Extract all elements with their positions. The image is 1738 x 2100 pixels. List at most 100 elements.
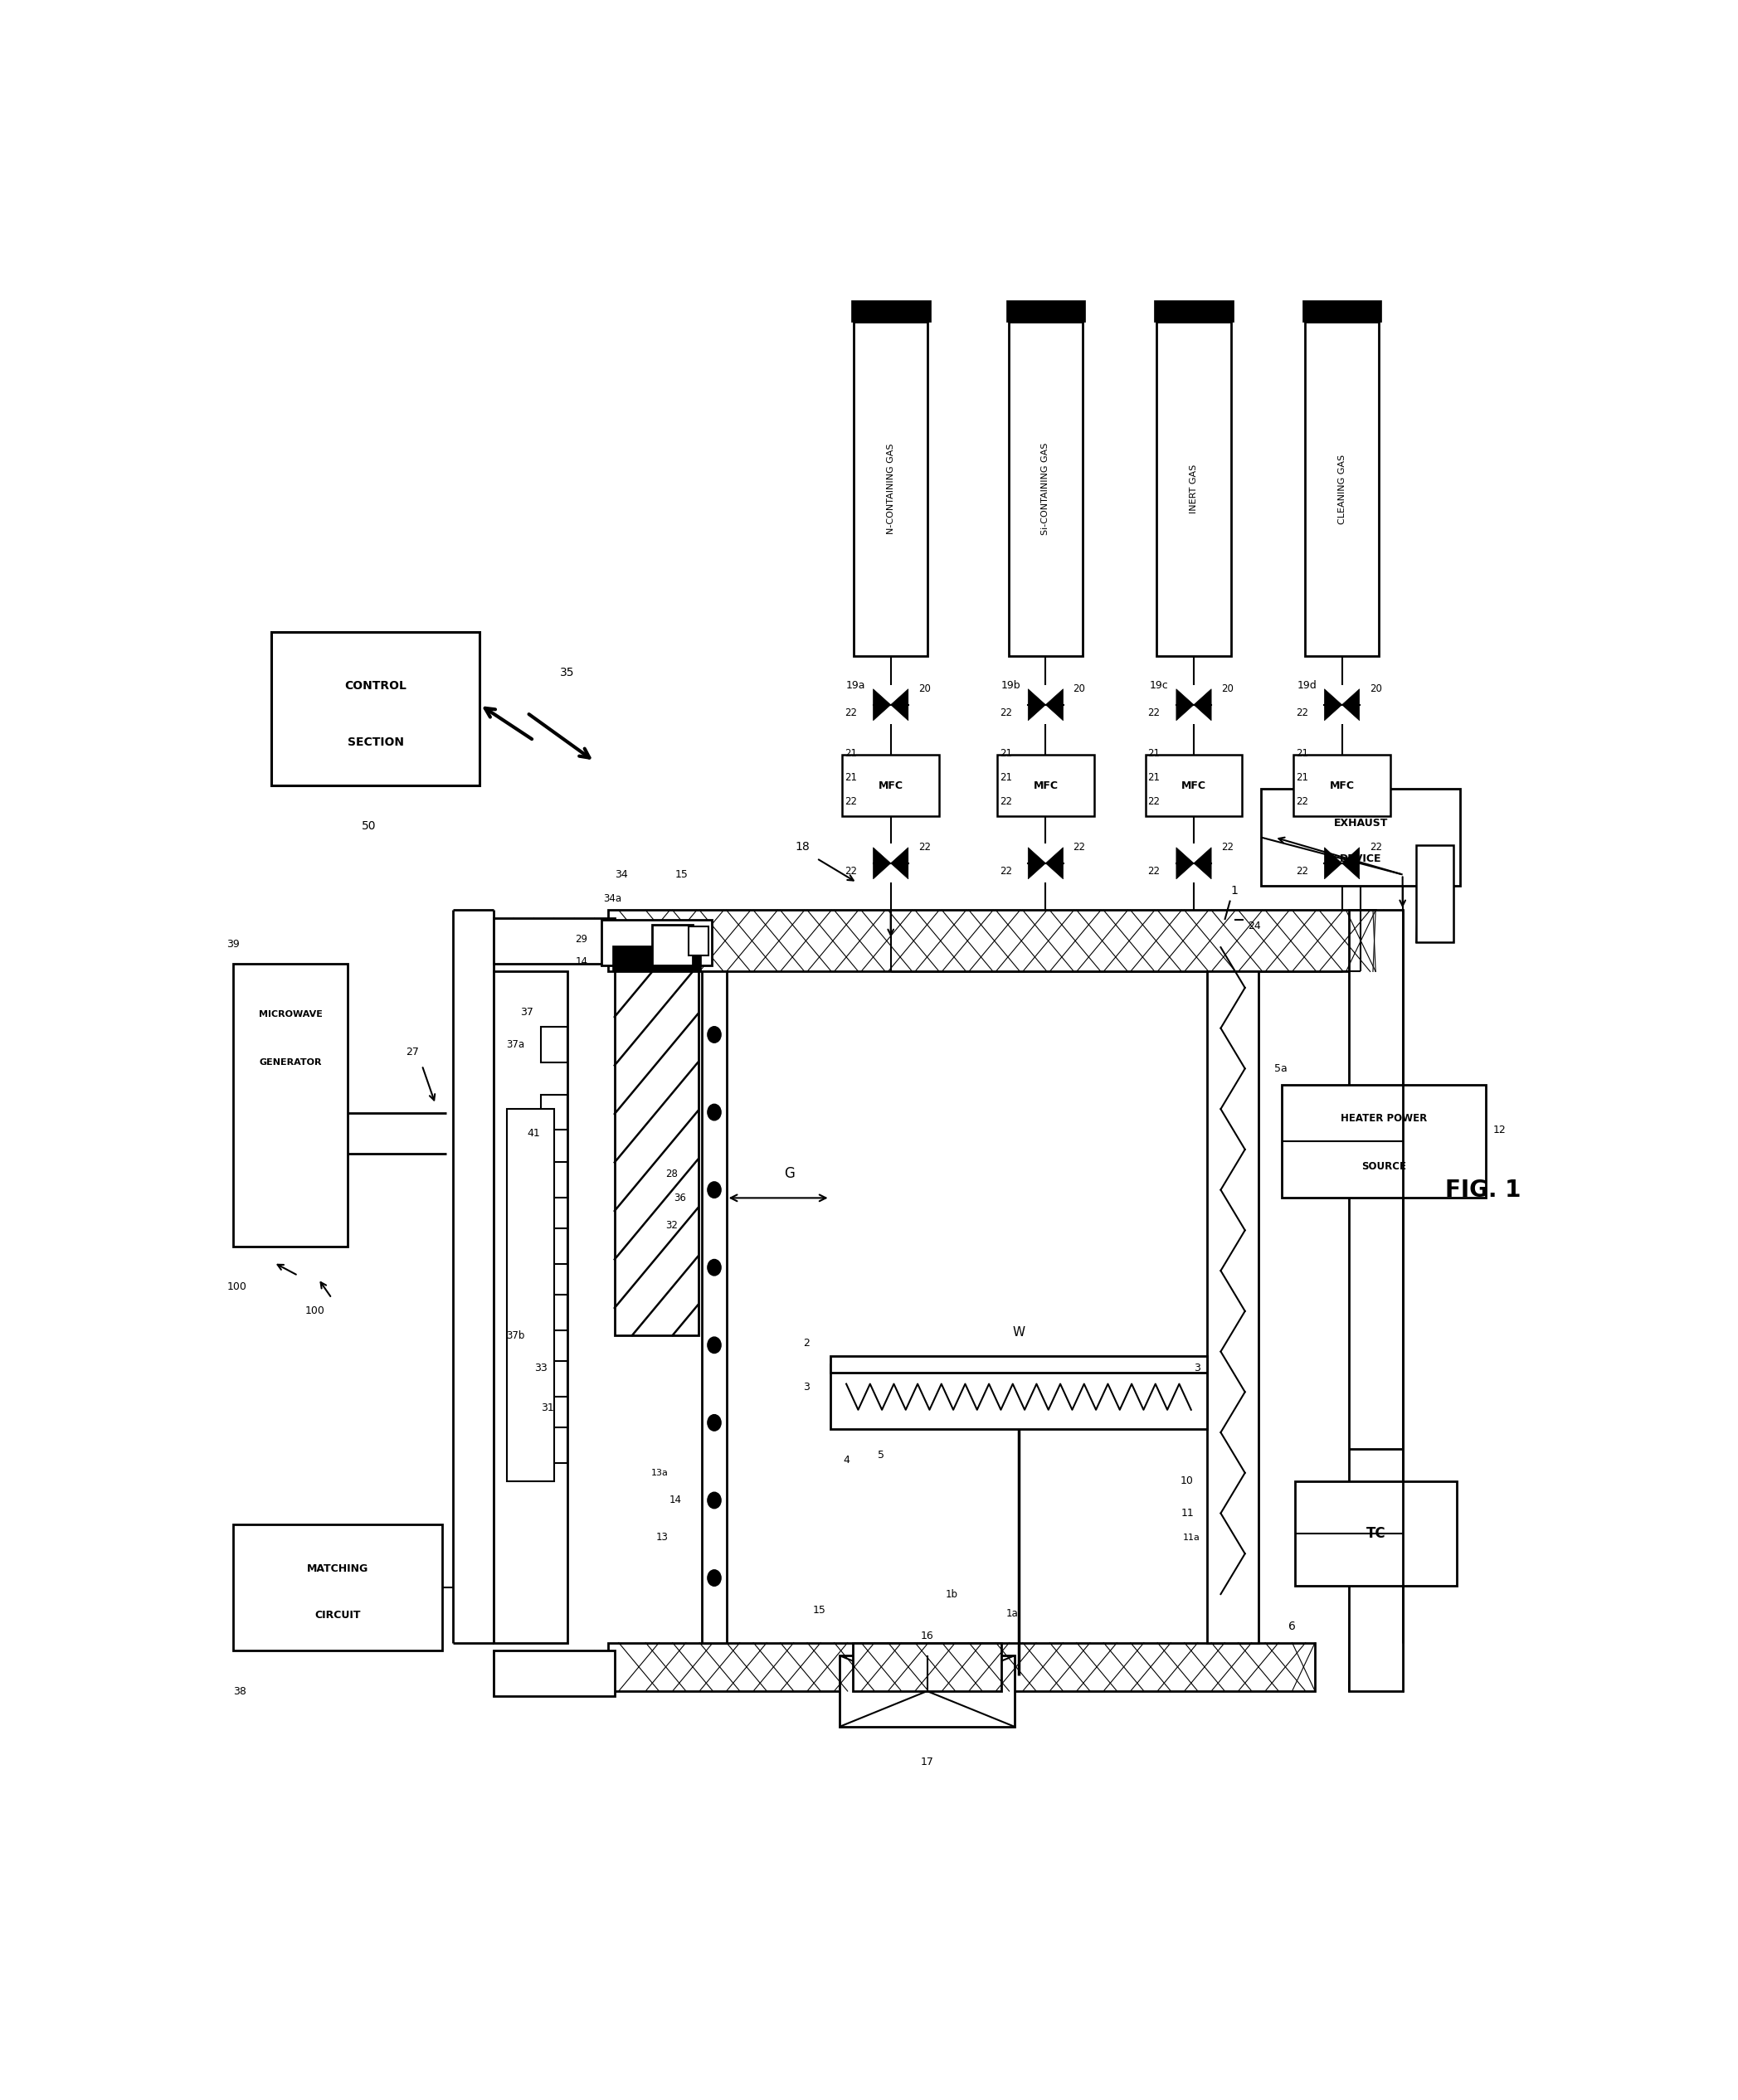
Bar: [831, 1357, 1208, 1373]
Text: 13a: 13a: [652, 1468, 669, 1476]
Bar: [1145, 754, 1243, 817]
Text: 22: 22: [1297, 865, 1309, 876]
Text: TC: TC: [1366, 1527, 1385, 1541]
Text: 21: 21: [1297, 773, 1309, 783]
Text: 41: 41: [527, 1128, 541, 1138]
Text: 17: 17: [921, 1758, 933, 1768]
Bar: [494, 918, 615, 964]
Text: 37: 37: [521, 1006, 534, 1016]
Polygon shape: [892, 689, 909, 720]
Bar: [998, 754, 1095, 817]
Polygon shape: [892, 848, 909, 880]
Bar: [1305, 321, 1378, 655]
Text: 22: 22: [845, 865, 857, 876]
Polygon shape: [1194, 689, 1211, 720]
Bar: [1416, 846, 1453, 943]
Bar: [608, 909, 1375, 972]
Text: Si-CONTAINING GAS: Si-CONTAINING GAS: [1041, 443, 1050, 536]
Bar: [601, 920, 711, 966]
Text: SECTION: SECTION: [348, 737, 403, 748]
Text: CONTROL: CONTROL: [344, 680, 407, 691]
Text: MFC: MFC: [1032, 781, 1058, 792]
Text: 19c: 19c: [1149, 680, 1168, 691]
Circle shape: [707, 1571, 721, 1586]
Bar: [1416, 846, 1453, 943]
Bar: [652, 924, 693, 966]
Text: 5: 5: [878, 1449, 885, 1460]
Bar: [507, 1432, 554, 1480]
Bar: [541, 1027, 567, 1063]
Text: 22: 22: [1147, 865, 1161, 876]
Bar: [839, 1655, 1015, 1726]
Bar: [1349, 909, 1403, 1691]
Text: 20: 20: [1370, 682, 1382, 693]
Text: CLEANING GAS: CLEANING GAS: [1338, 454, 1347, 523]
Polygon shape: [1194, 848, 1211, 880]
Bar: [1302, 300, 1382, 321]
Text: 31: 31: [541, 1403, 554, 1413]
Text: 22: 22: [845, 708, 857, 718]
Text: 12: 12: [1493, 1126, 1505, 1136]
Text: 20: 20: [1222, 682, 1234, 693]
Text: 19d: 19d: [1298, 680, 1317, 691]
Text: 4: 4: [843, 1455, 850, 1466]
Bar: [1158, 321, 1231, 655]
Text: FIG. 1: FIG. 1: [1446, 1178, 1521, 1201]
Text: 24: 24: [1248, 922, 1260, 932]
Text: 22: 22: [999, 865, 1012, 876]
Text: 50: 50: [362, 821, 377, 832]
Bar: [853, 321, 928, 655]
Text: 22: 22: [918, 842, 930, 853]
Circle shape: [707, 1338, 721, 1352]
Text: MFC: MFC: [1182, 781, 1206, 792]
Text: 21: 21: [845, 748, 857, 758]
Polygon shape: [1046, 848, 1064, 880]
Text: 22: 22: [1147, 708, 1161, 718]
Bar: [494, 1651, 615, 1697]
Text: 15: 15: [674, 869, 688, 880]
Bar: [541, 1228, 567, 1264]
Text: 22: 22: [1370, 842, 1382, 853]
Text: MATCHING: MATCHING: [308, 1562, 368, 1575]
Text: 16: 16: [921, 1632, 933, 1642]
Bar: [494, 918, 615, 964]
Bar: [1349, 909, 1403, 1691]
Text: 21: 21: [1147, 773, 1161, 783]
Text: 22: 22: [1297, 796, 1309, 806]
Text: 22: 22: [845, 796, 857, 806]
Bar: [601, 920, 711, 966]
Polygon shape: [1177, 848, 1194, 880]
Bar: [494, 972, 567, 1642]
Bar: [608, 1642, 1316, 1691]
Text: 34: 34: [615, 869, 627, 880]
Bar: [1262, 790, 1460, 886]
Text: 39: 39: [226, 939, 240, 949]
Text: HEATER POWER: HEATER POWER: [1340, 1113, 1427, 1124]
Bar: [541, 1296, 567, 1331]
Bar: [541, 1361, 567, 1397]
Bar: [843, 754, 939, 817]
Circle shape: [707, 1415, 721, 1430]
Text: 14: 14: [669, 1495, 681, 1506]
Bar: [615, 972, 699, 1336]
Text: DEVICE: DEVICE: [1340, 853, 1382, 863]
Polygon shape: [1342, 848, 1359, 880]
Text: 1: 1: [1231, 884, 1237, 897]
Text: 28: 28: [666, 1168, 678, 1178]
Text: 1a: 1a: [1006, 1609, 1018, 1619]
Text: 11a: 11a: [1184, 1533, 1201, 1541]
Text: 11: 11: [1180, 1508, 1194, 1518]
Circle shape: [707, 1182, 721, 1197]
Text: W: W: [1013, 1325, 1025, 1338]
Text: 3: 3: [1194, 1363, 1201, 1373]
Text: 34a: 34a: [603, 892, 622, 905]
Circle shape: [707, 1260, 721, 1275]
Bar: [688, 926, 709, 956]
Polygon shape: [1324, 689, 1342, 720]
Polygon shape: [1342, 689, 1359, 720]
Bar: [233, 964, 348, 1247]
Text: 14: 14: [575, 956, 587, 968]
Text: 37a: 37a: [506, 1040, 525, 1050]
Bar: [233, 1525, 441, 1651]
Text: 37b: 37b: [506, 1329, 525, 1340]
